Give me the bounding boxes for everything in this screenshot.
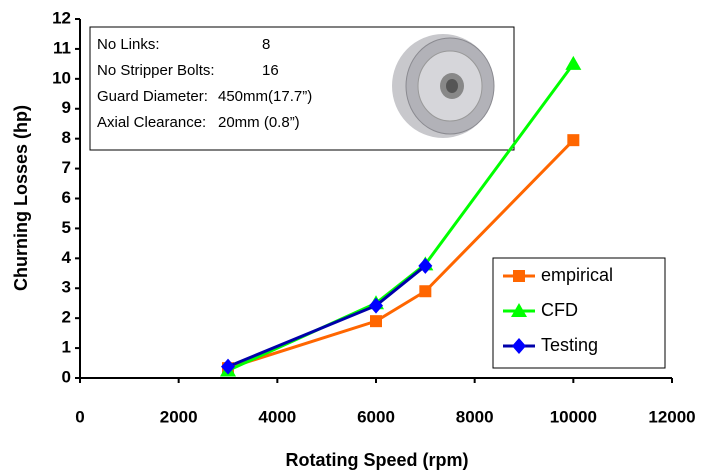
y-tick-label: 6 (62, 188, 71, 207)
y-tick-label: 4 (62, 248, 72, 267)
series-line (228, 266, 425, 367)
x-tick-label: 4000 (258, 407, 296, 426)
x-tick-label: 8000 (456, 407, 494, 426)
y-tick-label: 10 (52, 68, 71, 87)
annotation-text: Axial Clearance: (97, 114, 206, 131)
y-tick-label: 7 (62, 158, 71, 177)
legend-label: CFD (541, 300, 578, 320)
annotation-text: No Links: (97, 36, 160, 53)
annotation-text: 20mm (0.8”) (218, 114, 300, 131)
chart: Rotating Speed (rpm) Churning Losses (hp… (0, 0, 705, 472)
y-tick-label: 1 (62, 338, 71, 357)
annotation-text: No Stripper Bolts: (97, 62, 215, 79)
x-tick-label: 12000 (648, 407, 695, 426)
annotation-text: Guard Diameter: (97, 88, 208, 105)
marker (567, 134, 579, 146)
y-tick-label: 3 (62, 278, 71, 297)
y-tick-label: 5 (62, 218, 71, 237)
y-tick-label: 0 (62, 367, 71, 386)
marker (419, 285, 431, 297)
coupling-image (392, 34, 494, 138)
legend-label: Testing (541, 335, 598, 355)
annotation-text: 450mm(17.7”) (218, 88, 312, 105)
y-tick-label: 12 (52, 8, 71, 27)
x-tick-label: 2000 (160, 407, 198, 426)
y-axis-title: Churning Losses (hp) (11, 105, 31, 291)
y-tick-label: 11 (53, 38, 71, 57)
y-tick-label: 8 (62, 128, 71, 147)
marker (370, 315, 382, 327)
x-tick-label: 10000 (550, 407, 597, 426)
y-tick-label: 9 (62, 98, 71, 117)
x-axis-title: Rotating Speed (rpm) (286, 450, 469, 470)
annotation-text: 16 (262, 62, 279, 79)
marker (565, 56, 581, 70)
y-tick-label: 2 (62, 308, 71, 327)
x-tick-label: 0 (75, 407, 84, 426)
annotation-text: 8 (262, 36, 270, 53)
x-tick-label: 6000 (357, 407, 395, 426)
marker (513, 270, 525, 282)
legend-label: empirical (541, 265, 613, 285)
